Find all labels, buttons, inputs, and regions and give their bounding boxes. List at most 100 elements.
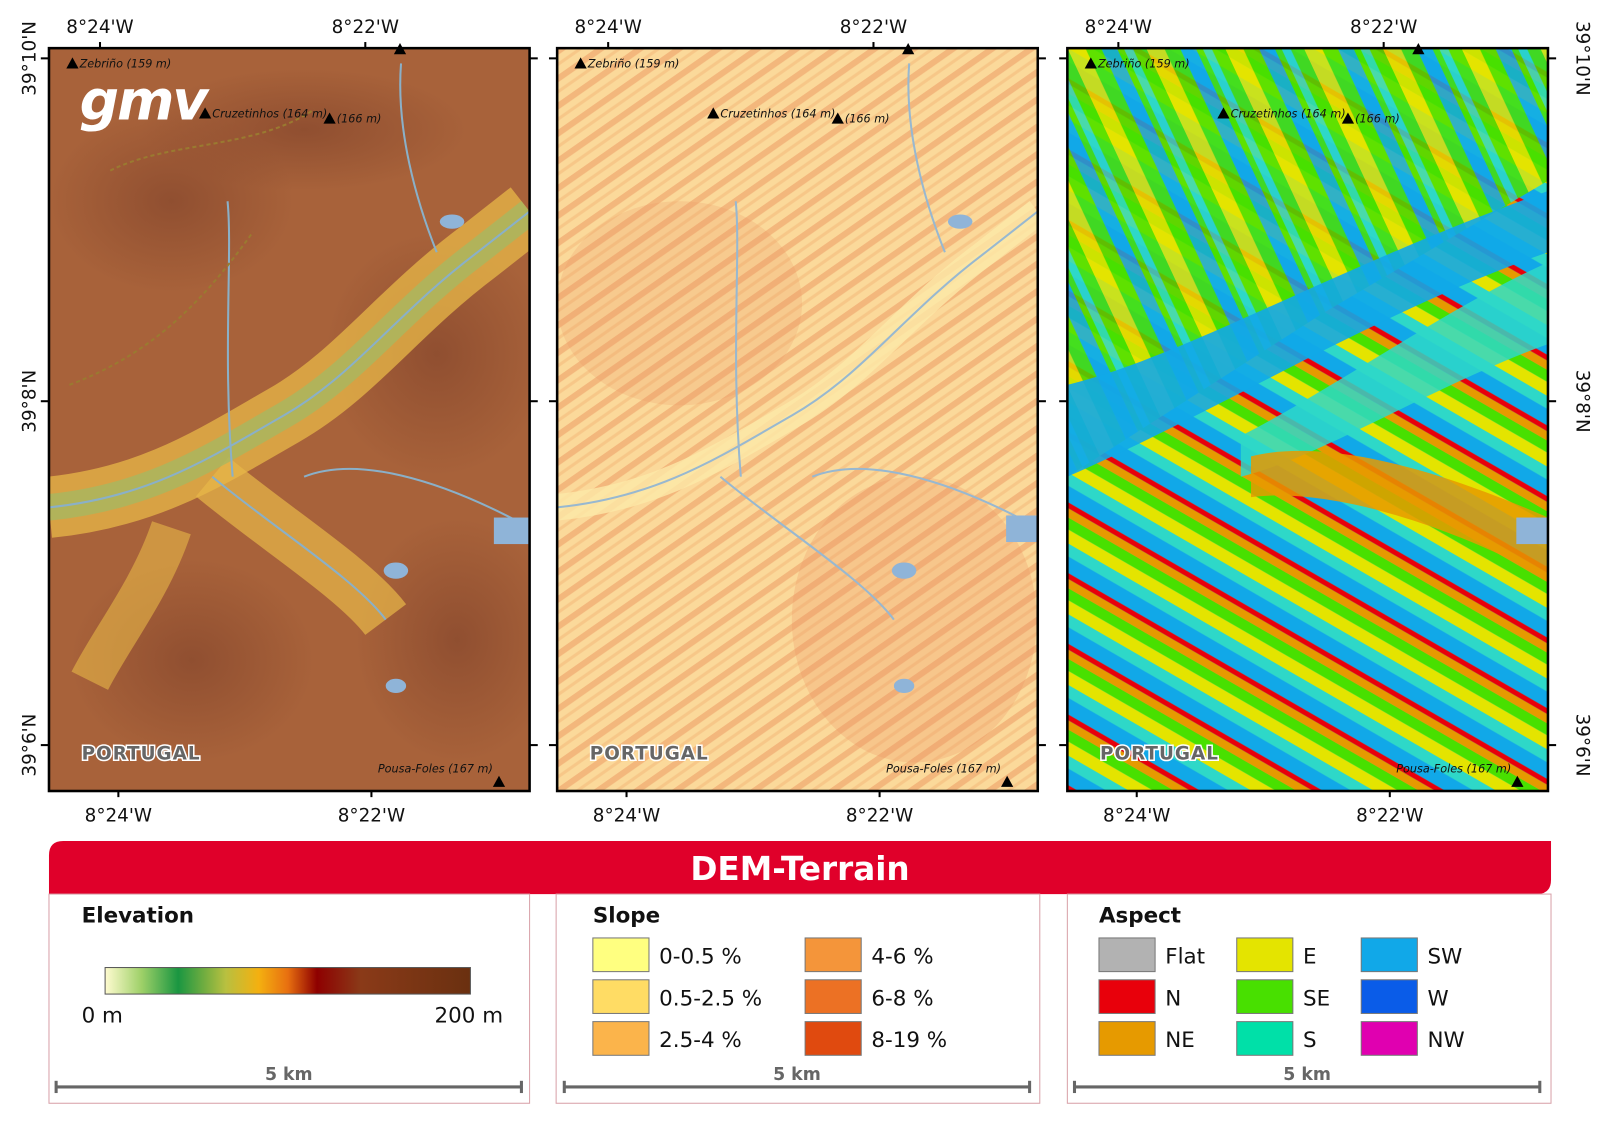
elevation-map [48, 48, 530, 792]
legend-label: 8-19 % [871, 1028, 947, 1053]
legend-swatch [1098, 1021, 1156, 1056]
legend-swatch [804, 979, 862, 1014]
elevation-legend: Elevation 0 m 200 m [82, 904, 503, 1029]
slope-map [557, 48, 1038, 792]
map-panel: 8°24'W 8°22'W 8°24'W 8°22'W 39°10'N 39°8'N 39°… [20, 17, 538, 827]
summit-marker [66, 57, 79, 69]
scale-label: 5 km [773, 1065, 821, 1085]
place-name: Pousa-Foles (167 m) [378, 763, 493, 776]
banner-title: DEM-Terrain [690, 850, 909, 888]
legend-frames [48, 893, 1552, 1104]
legend-label: 4-6 % [871, 944, 933, 969]
legend-label: SE [1303, 986, 1330, 1011]
lat-label: 39°6'N [20, 714, 41, 777]
summit-marker [574, 57, 587, 69]
place-name: Zebriño (159 m) [587, 58, 680, 71]
legend-label: 0-0.5 % [659, 944, 742, 969]
legend-label: S [1303, 1028, 1317, 1053]
place-name: (166 m) [337, 113, 382, 126]
place-name: Cruzetinhos (164 m) [1231, 108, 1346, 121]
scale-label: 5 km [1283, 1065, 1331, 1085]
summit-marker [707, 107, 720, 119]
legend-swatch [592, 937, 650, 973]
lon-label: 8°22'W [840, 17, 907, 38]
summit-marker [1084, 57, 1097, 69]
lon-label: 8°24'W [1085, 17, 1152, 38]
summit-marker [902, 43, 915, 55]
legend-swatch [1236, 979, 1294, 1014]
slope-legend: Slope 0-0.5 % 0.5-2.5 % 2.5-4 % 4-6 % 6-8 % 8… [592, 904, 947, 1056]
country-label: PORTUGAL [1100, 743, 1219, 764]
lon-label: 8°24'W [66, 17, 133, 38]
lon-label: 8°24'W [85, 806, 152, 827]
place-name: Zebriño (159 m) [79, 58, 172, 71]
legend-label: Flat [1165, 944, 1205, 969]
lon-label: 8°22'W [332, 17, 399, 38]
legend-swatch [804, 937, 862, 973]
place-name: (166 m) [1355, 113, 1400, 126]
color-ramp [104, 967, 471, 995]
summit-marker [1511, 775, 1524, 787]
lon-label: 8°22'W [1356, 806, 1423, 827]
lat-label: 39°10'N [1572, 21, 1593, 96]
place-name: Pousa-Foles (167 m) [886, 763, 1001, 776]
country-label: PORTUGAL [82, 743, 201, 764]
map-panel: 8°24'W 8°22'W 8°24'W 8°22'W 39°10'N 39°8'N 39°… [1059, 17, 1593, 827]
legend-label: 0.5-2.5 % [659, 986, 762, 1011]
lat-label: 39°6'N [1572, 714, 1593, 777]
legend-label: N [1165, 986, 1181, 1011]
ramp-max: 200 m [435, 1004, 504, 1029]
map-frame [1066, 46, 1550, 793]
summit-marker [492, 775, 506, 787]
lon-label: 8°22'W [1350, 17, 1417, 38]
banner [48, 841, 1552, 895]
legend-label: NE [1165, 1028, 1195, 1053]
ramp-min: 0 m [82, 1004, 123, 1029]
logo: gmv [80, 69, 211, 133]
lat-label: 39°8'N [1572, 370, 1593, 433]
legend-swatch [1360, 1021, 1418, 1056]
legend-swatch [804, 1021, 862, 1056]
summit-marker [198, 107, 212, 119]
lon-label: 8°24'W [574, 17, 641, 38]
aspect-map [1067, 48, 1548, 792]
lon-label: 8°24'W [1103, 806, 1170, 827]
lon-label: 8°22'W [338, 806, 405, 827]
legend-title: Slope [593, 904, 660, 929]
legend-label: E [1303, 944, 1317, 969]
place-name: Cruzetinhos (164 m) [720, 108, 835, 121]
summit-marker [1001, 775, 1014, 787]
summit-marker [1341, 112, 1355, 124]
legend-label: NW [1428, 1028, 1465, 1053]
legend-swatch [592, 979, 650, 1014]
legend-title: Aspect [1099, 904, 1181, 929]
map-frame [555, 46, 1040, 793]
scale-bar: 5 km [54, 1065, 523, 1094]
summit-marker [831, 112, 844, 124]
scale-bar: 5 km [1072, 1065, 1542, 1094]
place-name: (166 m) [845, 113, 890, 126]
legend-swatch [1360, 979, 1418, 1014]
map-panel: 8°24'W 8°22'W 8°24'W 8°22'W Zebriño (159 m) C… [548, 17, 1046, 827]
lat-label: 39°8'N [20, 370, 41, 433]
map-frame [47, 46, 531, 793]
lon-label: 8°24'W [593, 806, 660, 827]
summit-marker [1217, 107, 1230, 119]
summit-marker [1412, 43, 1425, 55]
legend-label: 2.5-4 % [659, 1028, 742, 1053]
legend-label: W [1428, 986, 1449, 1011]
scale-bar: 5 km [562, 1065, 1032, 1094]
legend-swatch [1098, 979, 1156, 1014]
summit-marker [323, 112, 336, 124]
legend-swatch [1360, 937, 1418, 973]
legend-swatch [1236, 937, 1294, 973]
lat-label: 39°10'N [20, 21, 41, 96]
place-name: Cruzetinhos (164 m) [212, 108, 327, 121]
country-label: PORTUGAL [590, 743, 709, 764]
aspect-legend: Aspect Flat N NE E SE S SW W NW [1098, 904, 1465, 1056]
place-name: Zebriño (159 m) [1097, 58, 1190, 71]
summit-marker [393, 43, 407, 55]
scale-label: 5 km [265, 1065, 313, 1085]
legend-swatch [592, 1021, 650, 1056]
